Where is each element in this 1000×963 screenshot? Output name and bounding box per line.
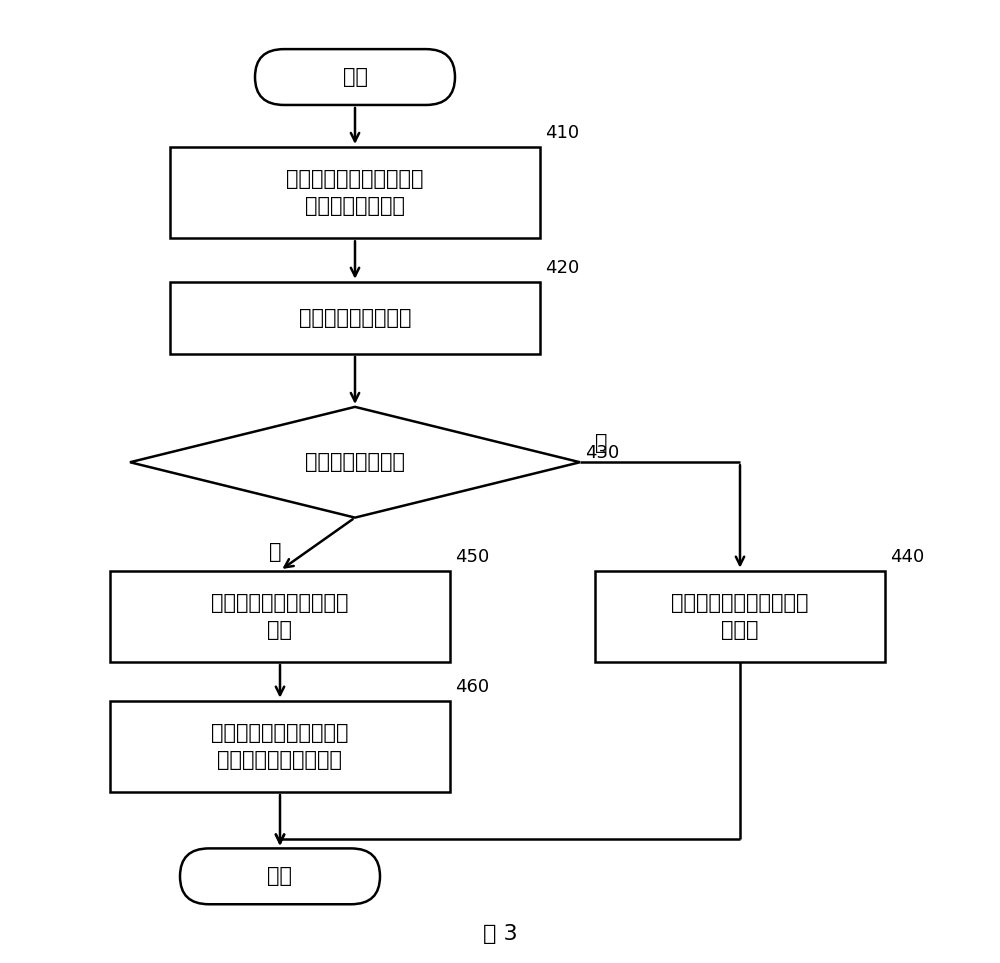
Text: 450: 450 [455, 548, 489, 566]
Bar [110, 701, 450, 792]
FancyBboxPatch shape [180, 848, 380, 904]
Text: 是: 是 [269, 541, 281, 561]
Text: 将解码结果作为虚拟导频
符号: 将解码结果作为虚拟导频 符号 [211, 593, 349, 639]
Polygon shape [130, 406, 580, 517]
Bar [170, 281, 540, 353]
Text: 对解码结果进行校验: 对解码结果进行校验 [299, 308, 411, 327]
Text: 460: 460 [455, 678, 489, 695]
Text: 440: 440 [890, 548, 924, 566]
Text: 判断是否通过校验: 判断是否通过校验 [305, 453, 405, 472]
Text: 用户终端对虚拟导频信道
的数据作解调解码: 用户终端对虚拟导频信道 的数据作解调解码 [286, 169, 424, 216]
Text: 使用实际导频符号进行信
道估计: 使用实际导频符号进行信 道估计 [671, 593, 809, 639]
Text: 图 3: 图 3 [483, 924, 517, 944]
Bar [170, 146, 540, 238]
Text: 420: 420 [545, 259, 579, 276]
Text: 使用虚拟导频符号和实际
导频符号进行信道估计: 使用虚拟导频符号和实际 导频符号进行信道估计 [211, 723, 349, 769]
Bar [110, 570, 450, 663]
Text: 开始: 开始 [342, 67, 368, 87]
Bar [595, 570, 885, 663]
Text: 430: 430 [585, 444, 619, 461]
Text: 否: 否 [595, 433, 608, 453]
Text: 410: 410 [545, 124, 579, 142]
FancyBboxPatch shape [255, 49, 455, 105]
Text: 结束: 结束 [268, 867, 292, 886]
